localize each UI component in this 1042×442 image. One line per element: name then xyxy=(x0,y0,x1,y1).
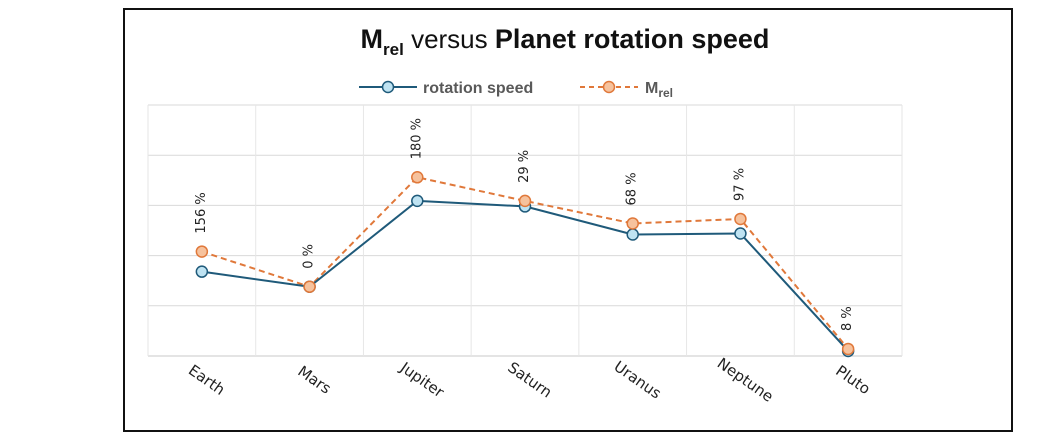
data-label: 29 % xyxy=(517,150,532,183)
data-point-m-rel xyxy=(411,171,424,184)
data-label: 8 % xyxy=(840,306,855,331)
chart-title: Mrel versus Planet rotation speed xyxy=(361,24,770,59)
legend-mrel-subscript: rel xyxy=(658,86,673,100)
category-label: Neptune xyxy=(714,354,777,406)
category-label: Saturn xyxy=(504,358,555,401)
data-point-m-rel xyxy=(626,217,639,230)
data-point-rotation-speed xyxy=(195,265,209,278)
data-label: 97 % xyxy=(732,168,747,201)
legend-mrel-name: M xyxy=(645,80,658,97)
data-label: 156 % xyxy=(194,192,209,233)
data-point-m-rel xyxy=(518,194,532,208)
grid-layer xyxy=(147,104,903,357)
chart-frame: Earth Mars Jupiter Saturn Uranus Neptune Pluto… xyxy=(123,8,1013,432)
category-label: Uranus xyxy=(611,357,665,402)
data-point-m-rel xyxy=(303,280,316,293)
data-point-m-rel xyxy=(734,212,747,226)
title-part1: M xyxy=(361,24,384,54)
data-point-rotation-speed xyxy=(411,194,424,208)
series-layer xyxy=(195,171,855,358)
legend: rotation speed Mrel xyxy=(359,80,673,100)
title-part3: Planet rotation speed xyxy=(495,24,770,54)
legend-mrel-marker xyxy=(602,80,616,94)
series-line-rotation-speed xyxy=(201,199,849,352)
chart-svg: Earth Mars Jupiter Saturn Uranus Neptune Pluto… xyxy=(147,24,903,406)
title-part1-subscript: rel xyxy=(383,40,404,59)
data-point-rotation-speed xyxy=(734,227,747,240)
category-label: Mars xyxy=(294,362,334,398)
category-label: Pluto xyxy=(832,362,873,398)
category-label: Earth xyxy=(185,361,228,399)
data-point-m-rel xyxy=(841,342,855,356)
category-label: Jupiter xyxy=(396,358,448,402)
data-label: 0 % xyxy=(302,244,317,269)
data-label: 180 % xyxy=(409,118,424,159)
label-layer: Earth Mars Jupiter Saturn Uranus Neptune Pluto… xyxy=(185,118,874,406)
legend-rotation-speed-label: rotation speed xyxy=(423,80,533,97)
legend-rotation-speed-marker xyxy=(381,80,395,94)
title-part2: versus xyxy=(404,24,495,54)
data-point-rotation-speed xyxy=(626,228,639,241)
legend-mrel-label: Mrel xyxy=(645,80,673,100)
data-point-m-rel xyxy=(195,245,209,258)
data-label: 68 % xyxy=(625,172,640,205)
